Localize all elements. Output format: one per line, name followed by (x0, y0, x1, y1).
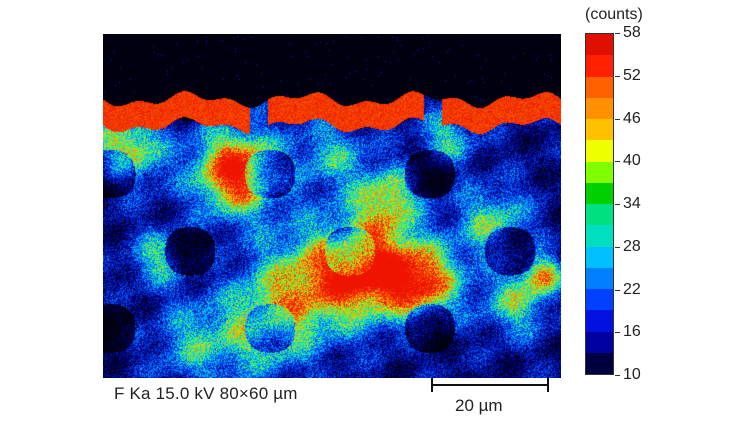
colorbar-swatch (586, 352, 613, 374)
colorbar-tick-label: 28 (623, 237, 641, 255)
colorbar-tick-mark (615, 118, 620, 120)
scale-bar-line (431, 384, 549, 386)
colorbar-tick-label: 22 (623, 280, 641, 298)
colorbar-swatch (586, 225, 613, 247)
colorbar-tick-label: 58 (623, 24, 641, 41)
colorbar-swatch (586, 289, 613, 311)
colorbar-tick-mark (615, 289, 620, 291)
colorbar-swatch (586, 76, 613, 98)
scale-bar-label: 20 µm (455, 396, 503, 415)
colorbar-tick-mark (615, 246, 620, 248)
colorbar-tick-mark (615, 332, 620, 334)
colorbar-swatch (586, 182, 613, 204)
element-map-image (103, 34, 561, 378)
colorbar-tick-label: 52 (623, 66, 641, 84)
colorbar-swatch (586, 161, 613, 183)
colorbar-tick-mark (615, 204, 620, 205)
colorbar-tick-labels: 58 52 46 40 34 28 22 16 10 (615, 25, 665, 383)
scale-bar (431, 378, 549, 392)
colorbar-swatch (586, 97, 613, 119)
colorbar-swatch (586, 204, 613, 226)
colorbar-swatch (586, 246, 613, 268)
fluorine-distribution-map (103, 34, 561, 378)
colorbar-swatch (586, 119, 613, 141)
colorbar-swatch (586, 331, 613, 353)
colorbar-tick-label: 16 (623, 323, 641, 341)
colorbar-tick-mark (615, 375, 620, 376)
scale-bar-left-tick (431, 378, 433, 392)
colorbar-tick-mark (615, 161, 620, 163)
colorbar-tick-label: 34 (623, 195, 641, 212)
colorbar-tick-mark (615, 33, 620, 34)
colorbar (585, 33, 614, 375)
colorbar-tick-label: 40 (623, 152, 641, 170)
colorbar-swatch (586, 34, 613, 56)
colorbar-swatch (586, 310, 613, 332)
colorbar-swatch (586, 55, 613, 77)
colorbar-unit-label: (counts) (585, 6, 643, 23)
scale-bar-right-tick (547, 378, 549, 392)
colorbar-swatch (586, 140, 613, 162)
colorbar-tick-label: 10 (623, 366, 641, 383)
measurement-caption: F Ka 15.0 kV 80×60 µm (114, 384, 298, 403)
colorbar-tick-mark (615, 75, 620, 77)
colorbar-swatch (586, 267, 613, 289)
colorbar-tick-label: 46 (623, 109, 641, 127)
